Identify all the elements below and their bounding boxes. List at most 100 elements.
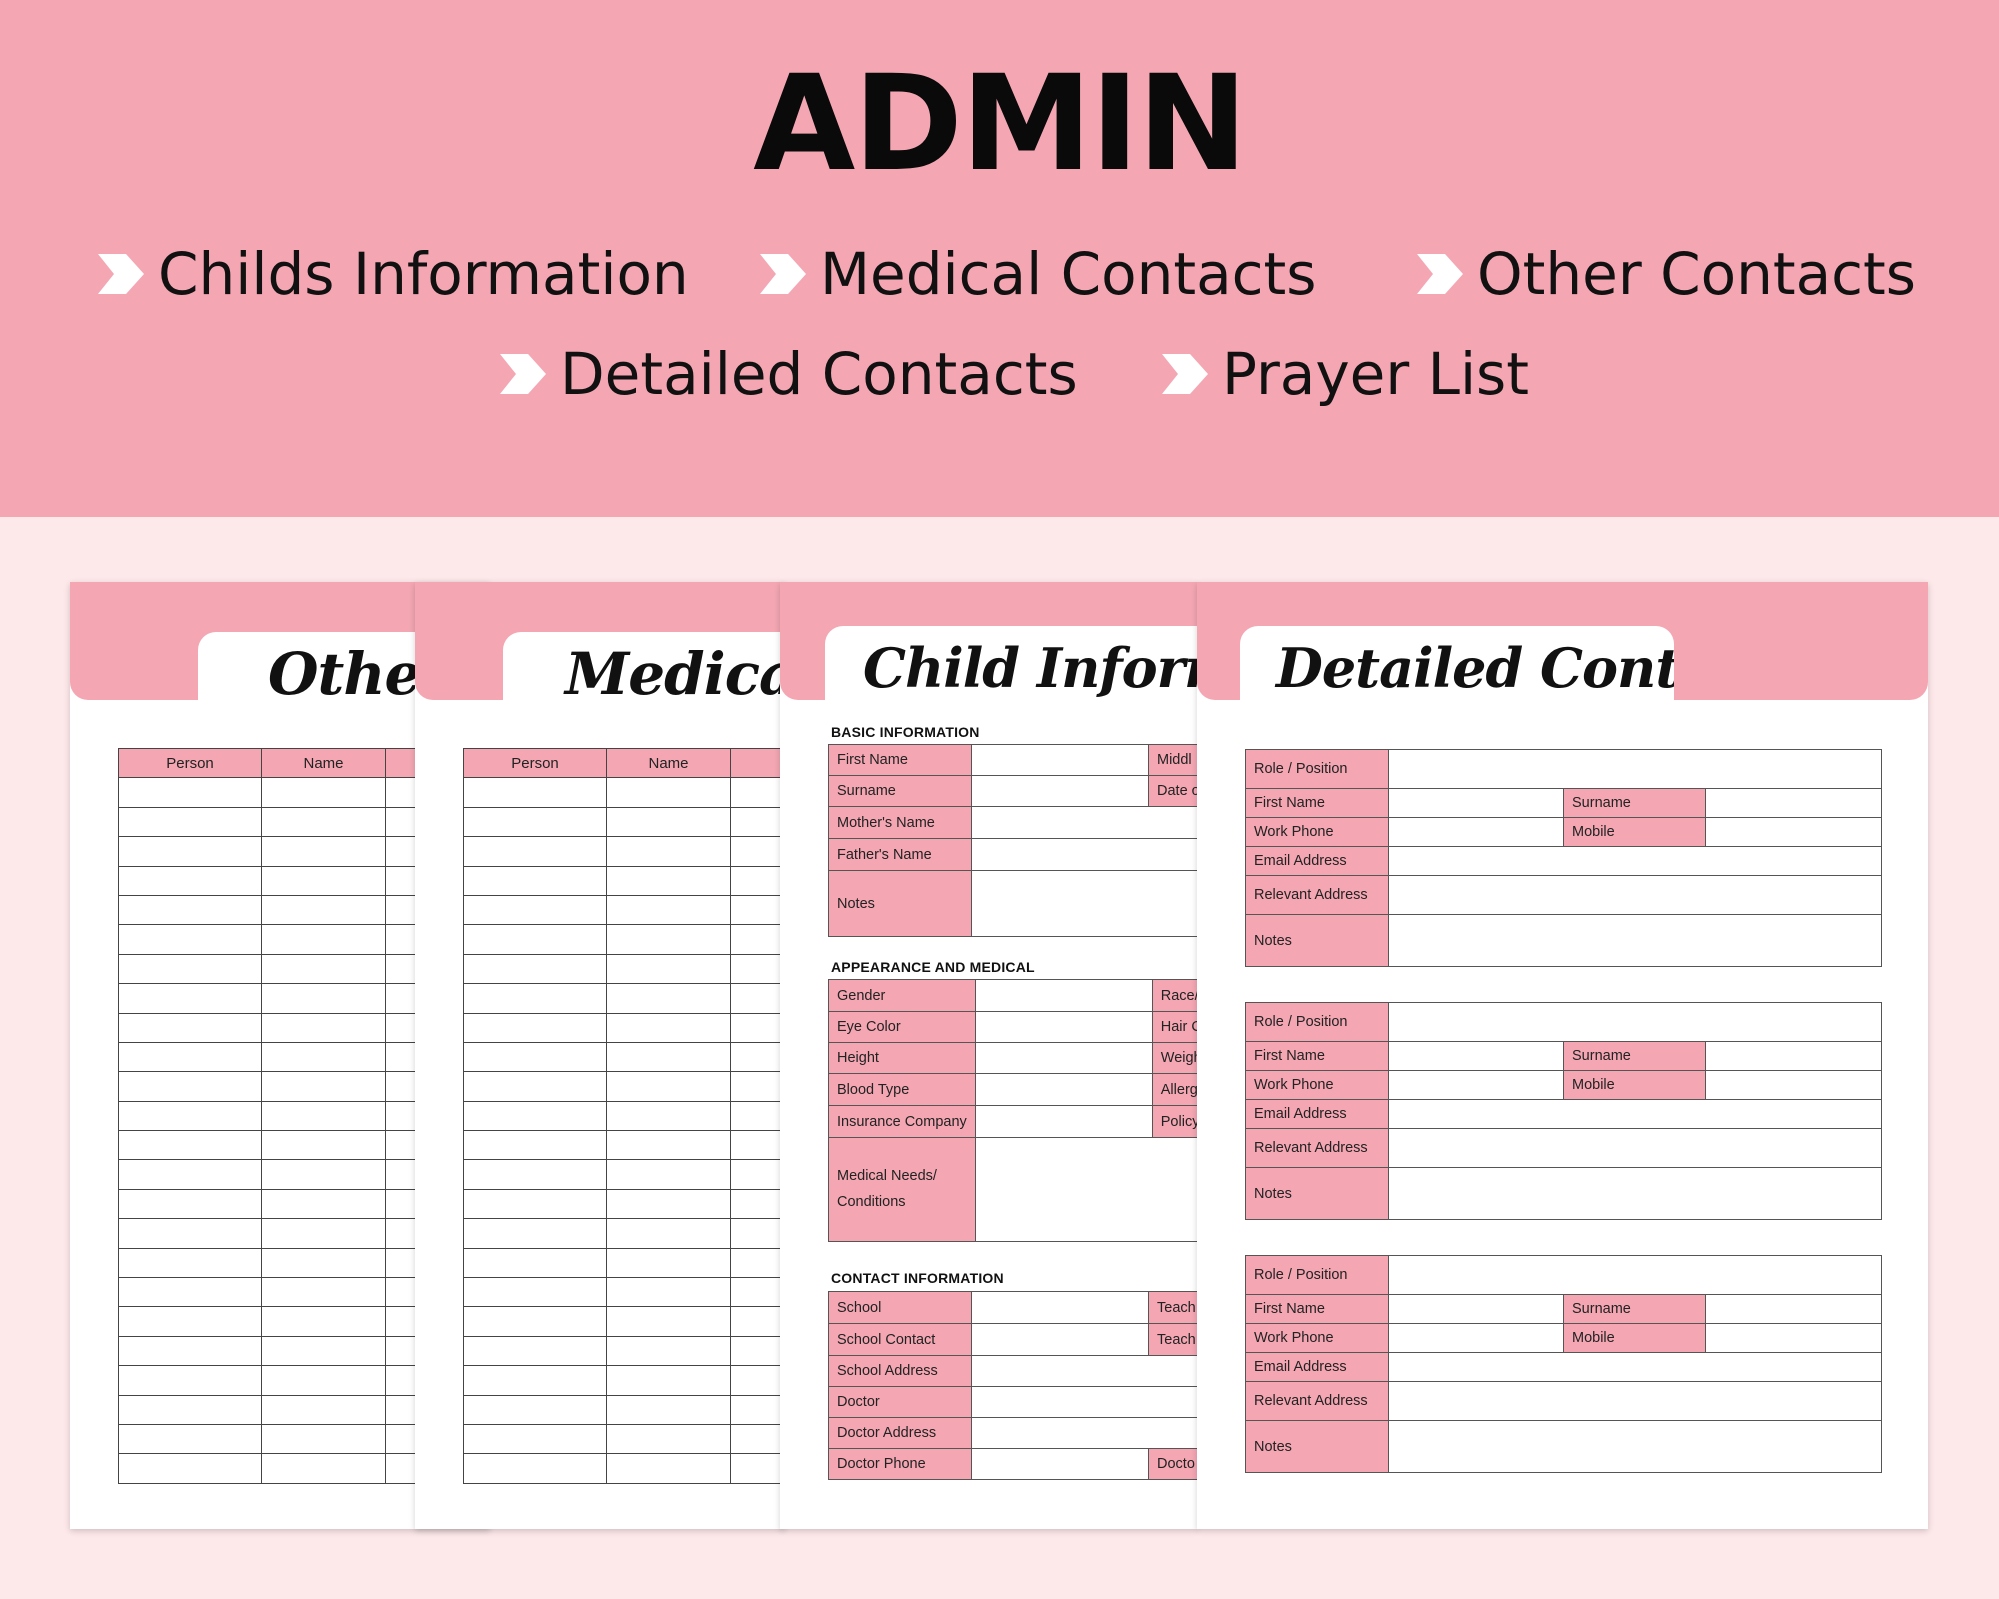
- table-cell[interactable]: [606, 1071, 731, 1102]
- field-email-address[interactable]: [1388, 1099, 1882, 1129]
- table-cell[interactable]: [463, 983, 607, 1014]
- field-relevant-address[interactable]: [1388, 1381, 1882, 1421]
- table-cell[interactable]: [730, 1277, 785, 1308]
- table-cell[interactable]: [463, 894, 607, 926]
- table-cell[interactable]: [118, 1365, 262, 1396]
- table-cell[interactable]: [261, 1394, 386, 1425]
- table-cell[interactable]: [261, 1218, 386, 1249]
- table-cell[interactable]: [261, 1306, 386, 1337]
- table-cell[interactable]: [118, 1130, 262, 1161]
- table-cell[interactable]: [118, 1012, 262, 1043]
- field-role-position[interactable]: [1388, 1002, 1882, 1042]
- field-work-phone[interactable]: [1388, 1323, 1564, 1353]
- table-cell[interactable]: [730, 1012, 785, 1043]
- table-cell[interactable]: [463, 1218, 607, 1249]
- table-cell[interactable]: [730, 953, 785, 985]
- table-cell[interactable]: [118, 894, 262, 926]
- table-cell[interactable]: [463, 865, 607, 896]
- table-cell[interactable]: [261, 836, 386, 867]
- table-cell[interactable]: [463, 1277, 607, 1308]
- table-cell[interactable]: [463, 1159, 607, 1190]
- table-cell[interactable]: [730, 1247, 785, 1279]
- field-height[interactable]: [974, 1042, 1153, 1074]
- table-cell[interactable]: [730, 1365, 785, 1396]
- table-cell[interactable]: [463, 1365, 607, 1396]
- field-notes[interactable]: [1388, 1420, 1882, 1473]
- table-cell[interactable]: [463, 1247, 607, 1279]
- field-notes[interactable]: [1388, 1167, 1882, 1220]
- table-cell[interactable]: [261, 1130, 386, 1161]
- field-role-position[interactable]: [1388, 749, 1882, 789]
- table-cell[interactable]: [118, 1247, 262, 1279]
- table-cell[interactable]: [118, 1188, 262, 1220]
- table-cell[interactable]: [118, 1159, 262, 1190]
- table-cell[interactable]: [118, 924, 262, 955]
- table-cell[interactable]: [730, 777, 785, 808]
- table-cell[interactable]: [261, 1277, 386, 1308]
- table-cell[interactable]: [606, 924, 731, 955]
- field-insurance-company[interactable]: [974, 1105, 1153, 1138]
- table-cell[interactable]: [730, 1335, 785, 1367]
- table-cell[interactable]: [730, 1306, 785, 1337]
- table-cell[interactable]: [463, 1335, 607, 1367]
- table-cell[interactable]: [463, 1306, 607, 1337]
- field-work-phone[interactable]: [1388, 817, 1564, 847]
- table-cell[interactable]: [261, 1012, 386, 1043]
- field-school-address[interactable]: [971, 1355, 1198, 1387]
- table-cell[interactable]: [606, 1365, 731, 1396]
- table-cell[interactable]: [463, 1041, 607, 1073]
- table-cell[interactable]: [261, 1071, 386, 1102]
- table-cell[interactable]: [463, 1130, 607, 1161]
- table-cell[interactable]: [606, 1041, 731, 1073]
- table-cell[interactable]: [118, 1306, 262, 1337]
- field-first-name[interactable]: [1388, 1041, 1564, 1071]
- table-cell[interactable]: [118, 1423, 262, 1455]
- table-cell[interactable]: [261, 1188, 386, 1220]
- field-work-phone[interactable]: [1388, 1070, 1564, 1100]
- table-cell[interactable]: [118, 777, 262, 808]
- table-cell[interactable]: [606, 1423, 731, 1455]
- table-cell[interactable]: [463, 1012, 607, 1043]
- field-surname[interactable]: [1705, 788, 1882, 818]
- table-cell[interactable]: [606, 1277, 731, 1308]
- table-cell[interactable]: [606, 1335, 731, 1367]
- table-cell[interactable]: [118, 1100, 262, 1132]
- table-cell[interactable]: [606, 1130, 731, 1161]
- field-school-contact[interactable]: [971, 1323, 1149, 1356]
- table-cell[interactable]: [118, 1335, 262, 1367]
- field-eye-color[interactable]: [974, 1011, 1153, 1043]
- field-mobile[interactable]: [1705, 1070, 1882, 1100]
- table-cell[interactable]: [730, 1159, 785, 1190]
- table-cell[interactable]: [463, 1394, 607, 1425]
- table-cell[interactable]: [463, 1423, 607, 1455]
- table-cell[interactable]: [606, 1012, 731, 1043]
- table-cell[interactable]: [463, 1071, 607, 1102]
- field-blood-type[interactable]: [974, 1073, 1153, 1106]
- table-cell[interactable]: [730, 983, 785, 1014]
- table-cell[interactable]: [606, 1247, 731, 1279]
- field-mobile[interactable]: [1705, 1323, 1882, 1353]
- table-cell[interactable]: [261, 1453, 386, 1484]
- table-cell[interactable]: [606, 1453, 731, 1484]
- table-cell[interactable]: [261, 1365, 386, 1396]
- table-cell[interactable]: [606, 806, 731, 838]
- table-cell[interactable]: [730, 894, 785, 926]
- table-cell[interactable]: [118, 1041, 262, 1073]
- table-cell[interactable]: [730, 1218, 785, 1249]
- field-notes[interactable]: [971, 870, 1198, 937]
- field-relevant-address[interactable]: [1388, 875, 1882, 915]
- table-cell[interactable]: [463, 806, 607, 838]
- table-cell[interactable]: [463, 953, 607, 985]
- table-cell[interactable]: [118, 1071, 262, 1102]
- table-cell[interactable]: [118, 1218, 262, 1249]
- table-cell[interactable]: [606, 1218, 731, 1249]
- field-gender[interactable]: [974, 979, 1153, 1012]
- table-cell[interactable]: [730, 1130, 785, 1161]
- table-cell[interactable]: [118, 1453, 262, 1484]
- field-surname[interactable]: [1705, 1041, 1882, 1071]
- table-cell[interactable]: [118, 865, 262, 896]
- table-cell[interactable]: [730, 1453, 785, 1484]
- table-cell[interactable]: [606, 1188, 731, 1220]
- table-cell[interactable]: [261, 953, 386, 985]
- table-cell[interactable]: [730, 1041, 785, 1073]
